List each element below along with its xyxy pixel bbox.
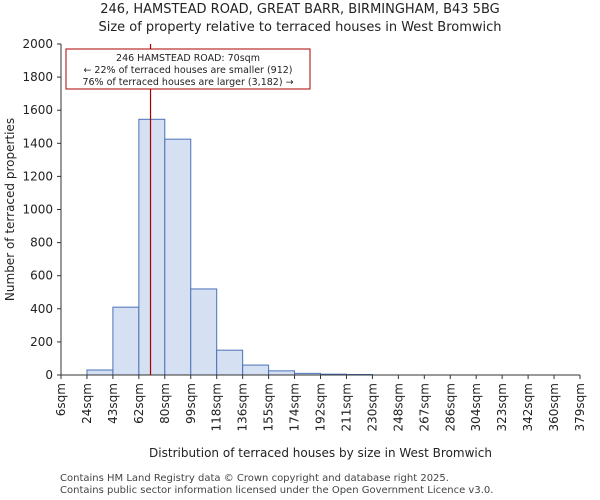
x-tick-label: 136sqm	[236, 383, 250, 431]
x-tick-label: 118sqm	[210, 383, 224, 431]
y-tick-label: 1200	[22, 169, 53, 183]
y-tick-label: 800	[30, 236, 53, 250]
bars-group	[86, 118, 373, 376]
y-tick-label: 600	[30, 269, 53, 283]
x-tick-label: 360sqm	[547, 383, 561, 431]
x-tick-label: 342sqm	[521, 383, 535, 431]
bar-62sqm	[138, 118, 166, 376]
annotation-line-1: 246 HAMSTEAD ROAD: 70sqm	[116, 53, 260, 64]
x-tick-label: 304sqm	[469, 383, 483, 431]
x-tick-label: 230sqm	[365, 383, 379, 431]
annotation-box: 246 HAMSTEAD ROAD: 70sqm ← 22% of terrac…	[65, 48, 311, 90]
y-tick-label: 2000	[22, 37, 53, 51]
chart-subtitle: Size of property relative to terraced ho…	[98, 20, 502, 35]
y-tick-label: 1000	[22, 203, 53, 217]
y-tick-label: 1800	[22, 70, 53, 84]
y-tick-label: 0	[45, 368, 53, 382]
x-tick-label: 155sqm	[262, 383, 276, 431]
annotation-line-2: ← 22% of terraced houses are smaller (91…	[83, 65, 292, 76]
x-tick-label: 286sqm	[443, 383, 457, 431]
x-tick-label: 62sqm	[132, 383, 146, 424]
x-tick-label: 24sqm	[80, 383, 94, 424]
bar-136sqm	[242, 364, 270, 376]
bar-118sqm	[216, 349, 244, 376]
histogram-chart: 0 200 400 600 800 1000 1200 1400 1600 1800 2000 6s…	[3, 37, 587, 460]
y-tick-label: 1400	[22, 136, 53, 150]
x-tick-label: 80sqm	[158, 383, 172, 424]
x-axis: 6sqm 24sqm 43sqm 62sqm 80sqm 99sqm 118sqm 136sq…	[54, 375, 587, 431]
bar-24sqm	[86, 369, 114, 376]
y-axis-label: Number of terraced properties	[3, 118, 17, 301]
x-tick-label: 323sqm	[495, 383, 509, 431]
y-axis: 0 200 400 600 800 1000 1200 1400 1600 1800 2000	[22, 37, 61, 382]
bar-80sqm	[164, 138, 192, 376]
bar-155sqm	[268, 370, 296, 376]
x-tick-label: 192sqm	[314, 383, 328, 431]
x-axis-label: Distribution of terraced houses by size …	[149, 446, 492, 460]
annotation-line-3: 76% of terraced houses are larger (3,182…	[82, 77, 293, 88]
bar-99sqm	[190, 288, 218, 376]
x-tick-label: 248sqm	[391, 383, 405, 431]
footer-line-1: Contains HM Land Registry data © Crown c…	[60, 473, 449, 484]
y-tick-label: 1600	[22, 103, 53, 117]
x-tick-label: 43sqm	[106, 383, 120, 424]
x-tick-label: 267sqm	[417, 383, 431, 431]
footer-line-2: Contains public sector information licen…	[60, 485, 494, 496]
chart-title: 246, HAMSTEAD ROAD, GREAT BARR, BIRMINGH…	[100, 2, 500, 17]
x-tick-label: 174sqm	[288, 383, 302, 431]
x-tick-label: 211sqm	[339, 383, 353, 431]
x-tick-label: 6sqm	[54, 383, 68, 416]
y-tick-label: 400	[30, 302, 53, 316]
bar-43sqm	[112, 306, 140, 376]
x-tick-label: 379sqm	[573, 383, 587, 431]
y-tick-label: 200	[30, 335, 53, 349]
x-tick-label: 99sqm	[184, 383, 198, 424]
